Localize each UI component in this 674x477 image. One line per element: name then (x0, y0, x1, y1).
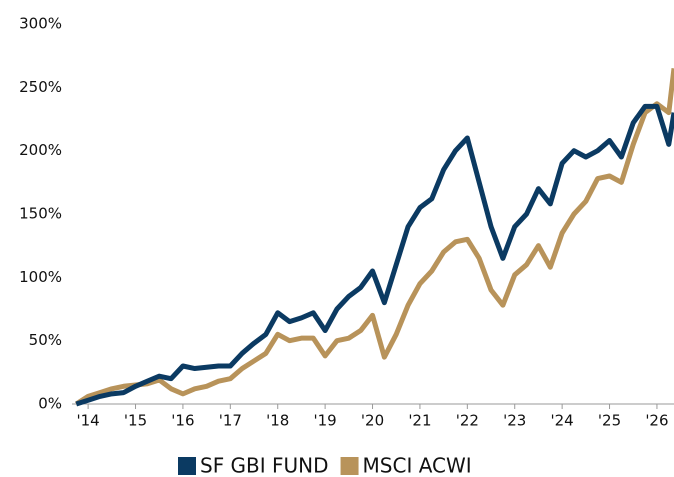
x-tick-label: '14 (77, 412, 100, 430)
legend-label: MSCI ACWI (363, 454, 472, 477)
x-tick-label: '21 (408, 412, 431, 430)
y-tick-label: 250% (19, 78, 62, 96)
y-tick-label: 100% (19, 268, 62, 286)
x-tick-label: '20 (361, 412, 384, 430)
x-tick-label: '22 (456, 412, 479, 430)
x-tick-label: '23 (503, 412, 526, 430)
y-tick-label: 200% (19, 141, 62, 159)
y-tick-label: 0% (38, 395, 62, 413)
legend-swatch (178, 457, 196, 475)
series-line (74, 68, 674, 407)
series-line (75, 103, 674, 407)
y-tick-label: 50% (29, 331, 62, 349)
y-tick-label: 300% (19, 15, 62, 33)
legend-label: SF GBI FUND (200, 454, 329, 477)
y-tick-label: 150% (19, 205, 62, 223)
x-tick-label: '25 (598, 412, 621, 430)
x-tick-label: '17 (219, 412, 242, 430)
x-tick-label: '16 (171, 412, 194, 430)
x-tick-label: '15 (124, 412, 147, 430)
legend-swatch (340, 457, 359, 475)
x-tick-label: '19 (314, 412, 337, 430)
x-tick-label: '24 (551, 412, 574, 430)
x-tick-label: '18 (266, 412, 289, 430)
x-tick-label: '26 (645, 412, 668, 430)
